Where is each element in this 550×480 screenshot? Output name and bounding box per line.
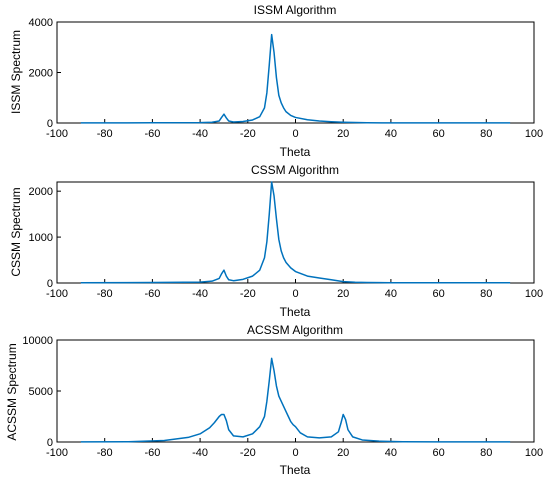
y-tick-label: 0: [47, 278, 53, 290]
x-tick-label: 60: [432, 447, 444, 459]
x-tick-label: 0: [292, 447, 298, 459]
plot-frame: [56, 181, 535, 284]
panel-acssm: ACSSM Algorithm -100 -80 -60 -40 -20 0 20 40 60 8…: [5, 323, 543, 477]
series-line: [80, 357, 511, 443]
chart-title: ACSSM Algorithm: [247, 323, 343, 337]
x-tick-label: 40: [385, 447, 397, 459]
x-tick-label: -60: [144, 288, 160, 300]
x-tick-label: -40: [192, 128, 208, 140]
x-axis-label: Theta: [280, 145, 311, 159]
x-tick-label: -100: [46, 128, 68, 140]
chart-title: CSSM Algorithm: [251, 163, 339, 177]
x-tick-label: 80: [480, 128, 492, 140]
x-tick-label: -80: [97, 128, 113, 140]
y-tick-label: 4000: [29, 17, 53, 29]
x-tick-label: 20: [337, 447, 349, 459]
x-tick-label: 0: [292, 128, 298, 140]
x-tick-label: 100: [525, 288, 543, 300]
x-tick-label: -60: [144, 447, 160, 459]
y-axis: 0 1000 2000: [29, 186, 61, 290]
x-tick-label: 100: [525, 128, 543, 140]
plot-frame: [56, 21, 535, 124]
x-tick-label: 80: [480, 447, 492, 459]
x-tick-label: -60: [144, 128, 160, 140]
x-tick-label: 40: [385, 288, 397, 300]
y-axis-label: CSSM Spectrum: [9, 187, 23, 276]
x-axis-label: Theta: [280, 305, 311, 319]
x-tick-label: 60: [432, 128, 444, 140]
x-axis: -100 -80 -60 -40 -20 0 20 40 60 80 100: [46, 279, 543, 300]
x-tick-label: 60: [432, 288, 444, 300]
x-tick-label: -20: [240, 447, 256, 459]
x-tick-label: 80: [480, 288, 492, 300]
x-tick-label: -100: [46, 288, 68, 300]
x-tick-label: -40: [192, 447, 208, 459]
y-axis: 0 5000 10000: [22, 335, 61, 449]
x-tick-label: 100: [525, 447, 543, 459]
x-tick-label: -80: [97, 288, 113, 300]
x-tick-label: -20: [240, 128, 256, 140]
y-tick-label: 10000: [22, 335, 53, 347]
y-axis-label: ACSSM Spectrum: [5, 343, 19, 440]
x-tick-label: -40: [192, 288, 208, 300]
x-axis-label: Theta: [280, 463, 311, 477]
chart-title: ISSM Algorithm: [254, 3, 337, 17]
y-tick-label: 2000: [29, 68, 53, 80]
x-tick-label: 0: [292, 288, 298, 300]
y-tick-label: 5000: [29, 386, 53, 398]
x-tick-label: -100: [46, 447, 68, 459]
y-tick-label: 2000: [29, 186, 53, 198]
y-tick-label: 0: [47, 437, 53, 449]
x-tick-label: -20: [240, 288, 256, 300]
y-tick-label: 0: [47, 118, 53, 130]
y-axis: 0 2000 4000: [29, 17, 61, 130]
y-axis-label: ISSM Spectrum: [9, 30, 23, 114]
y-tick-label: 1000: [29, 232, 53, 244]
x-axis: -100 -80 -60 -40 -20 0 20 40 60 80 100: [46, 438, 543, 459]
x-tick-label: 20: [337, 128, 349, 140]
panel-cssm: CSSM Algorithm -100 -80 -60 -40 -20 0 20 40 60 80…: [9, 163, 543, 319]
series-line: [80, 33, 511, 124]
x-tick-label: 40: [385, 128, 397, 140]
x-tick-label: 20: [337, 288, 349, 300]
series-line: [80, 181, 511, 284]
x-tick-label: -80: [97, 447, 113, 459]
panel-issm: ISSM Algorithm -100 -80 -60 -40 -20 0 20 40 60 80…: [9, 3, 543, 159]
